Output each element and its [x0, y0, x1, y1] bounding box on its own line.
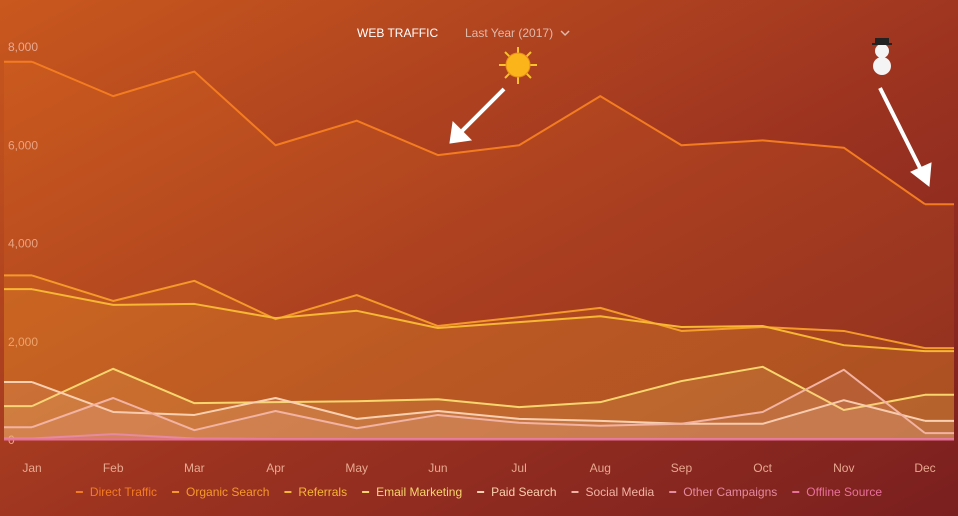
y-tick-label: 4,000	[8, 237, 38, 251]
y-tick-label: 6,000	[8, 138, 38, 152]
y-tick-label: 2,000	[8, 335, 38, 349]
legend-label: Referrals	[298, 485, 347, 499]
legend-item[interactable]: Other Campaigns	[669, 485, 777, 499]
legend-label: Other Campaigns	[683, 485, 777, 499]
x-tick-label: Sep	[671, 461, 693, 475]
sun-icon	[499, 47, 537, 84]
series-line	[31, 368, 926, 434]
series-line	[31, 365, 926, 412]
series-line	[31, 288, 926, 353]
series-line	[31, 60, 926, 206]
line-extension	[4, 60, 954, 206]
legend-item[interactable]: Social Media	[571, 485, 655, 499]
line-extension	[4, 381, 954, 422]
legend-label: Offline Source	[806, 485, 882, 499]
legend-item[interactable]: Paid Search	[477, 485, 557, 499]
legend-label: Direct Traffic	[90, 485, 157, 499]
legend-label: Organic Search	[186, 485, 269, 499]
x-tick-label: Jun	[428, 461, 447, 475]
series-line	[31, 274, 926, 350]
line-extension	[4, 274, 954, 350]
legend-label: Paid Search	[491, 485, 556, 499]
x-tick-label: May	[345, 461, 368, 475]
x-tick-label: Jul	[511, 461, 526, 475]
x-tick-label: Oct	[753, 461, 772, 475]
x-tick-label: Nov	[833, 461, 854, 475]
legend-item[interactable]: Direct Traffic	[75, 485, 157, 499]
y-tick-label: 8,000	[8, 40, 38, 54]
x-tick-label: Mar	[184, 461, 205, 475]
legend-item[interactable]: Email Marketing	[362, 485, 462, 499]
series-area	[4, 61, 954, 441]
legend-label: Email Marketing	[376, 485, 462, 499]
arrows	[449, 87, 932, 187]
x-tick-label: Apr	[266, 461, 285, 475]
snowman-icon	[872, 38, 892, 75]
dropdown-chevron[interactable]	[560, 30, 570, 37]
period-select[interactable]: Last Year (2017)	[465, 26, 553, 40]
x-tick-label: Dec	[914, 461, 935, 475]
legend-label: Social Media	[586, 485, 655, 499]
line-extension	[4, 288, 954, 353]
series-area	[4, 382, 954, 440]
x-tick-label: Feb	[103, 461, 124, 475]
series-area	[4, 369, 954, 440]
series-line	[31, 381, 926, 425]
legend-item[interactable]: Offline Source	[792, 485, 882, 499]
legend: Direct Traffic Organic Search Referrals Ema…	[75, 485, 882, 499]
legend-item[interactable]: Organic Search	[172, 485, 269, 499]
legend-item[interactable]: Referrals	[284, 485, 347, 499]
chart-title: WEB TRAFFIC	[357, 26, 438, 40]
line-extension	[4, 393, 954, 408]
series-area	[4, 275, 954, 440]
line-extension	[4, 426, 954, 435]
x-tick-label: Jan	[22, 461, 41, 475]
x-tick-label: Aug	[590, 461, 611, 475]
